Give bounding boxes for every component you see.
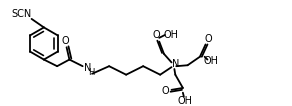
Text: OH: OH bbox=[163, 30, 178, 40]
Text: O: O bbox=[161, 86, 169, 96]
Text: H: H bbox=[88, 68, 94, 77]
Text: N: N bbox=[84, 63, 91, 73]
Text: O: O bbox=[62, 36, 69, 46]
Text: OH: OH bbox=[204, 56, 219, 66]
Text: N: N bbox=[172, 59, 179, 69]
Text: O: O bbox=[205, 34, 212, 44]
Text: SCN: SCN bbox=[11, 9, 31, 19]
Text: OH: OH bbox=[177, 96, 192, 106]
Text: O: O bbox=[153, 30, 160, 40]
